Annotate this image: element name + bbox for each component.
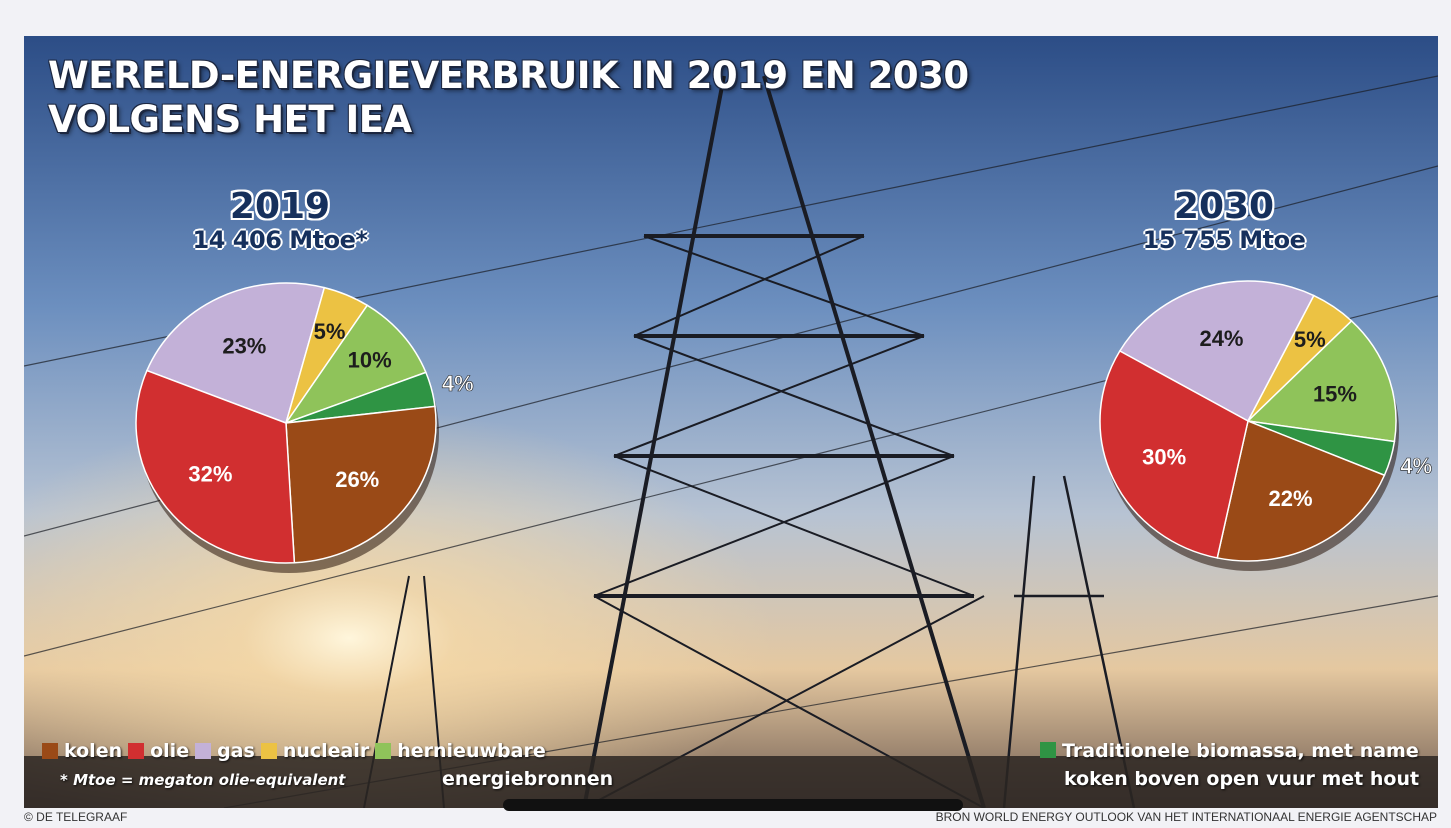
chart-title-line-1: WERELD-ENERGIEVERBRUIK IN 2019 EN 2030 (48, 54, 969, 97)
credit-right: BRON WORLD ENERGY OUTLOOK VAN HET INTERN… (935, 810, 1437, 824)
pie-2019-slice-kolen (285, 405, 437, 564)
legend-label-nucleair: nucleair (282, 740, 370, 762)
legend-swatch-nucleair (260, 743, 277, 759)
pie-2030-header: 2030 15 755 Mtoe (1124, 186, 1324, 255)
legend: kolen olie gas nucleair hernieuwbare ene… (42, 739, 1432, 799)
pie-2019-header: 2019 14 406 Mtoe* (180, 186, 380, 255)
credit-left: © DE TELEGRAAF (24, 810, 128, 824)
legend-label-biomassa-2: koken boven open vuur met hout (1064, 768, 1420, 790)
pie-2019-slice-olie (135, 369, 296, 564)
legend-item-olie: olie (128, 739, 189, 763)
pie-2030-slice-olie (1099, 349, 1249, 559)
chart-title-line-2: VOLGENS HET IEA (48, 98, 412, 141)
pie-2019-slice-gas (145, 282, 326, 424)
legend-swatch-hernieuwbare (375, 743, 392, 759)
pie-2030-label-olie: 30% (1142, 444, 1186, 469)
legend-swatch-kolen (42, 743, 58, 759)
legend-swatch-biomassa (1040, 742, 1056, 758)
pie-2030-slice-hernieuwbare (1246, 319, 1397, 443)
home-indicator-bar (503, 799, 963, 811)
pie-2030-slice-gas (1118, 280, 1315, 423)
legend-label-hernieuwbare-2: energiebronnen (442, 768, 614, 790)
legend-swatch-olie (128, 743, 145, 759)
pie-2019-subtitle: 14 406 Mtoe* (192, 226, 368, 254)
chart-title: WERELD-ENERGIEVERBRUIK IN 2019 EN 2030 V… (48, 54, 969, 142)
infographic-frame: WERELD-ENERGIEVERBRUIK IN 2019 EN 2030 V… (24, 36, 1438, 808)
pie-2030-subtitle: 15 755 Mtoe (1142, 226, 1306, 254)
legend-label-kolen: kolen (64, 740, 123, 762)
pie-2030-title: 2030 (1173, 186, 1275, 227)
pie-2019-title: 2019 (229, 186, 331, 227)
pie-2019-label-kolen: 26% (335, 467, 379, 492)
pie-2030-label-hernieuwbare: 15% (1313, 381, 1357, 406)
pie-2030-label-nucleair: 5% (1294, 327, 1326, 352)
pie-chart-2030: 24% 5% 15% 4% 22% 30% (1099, 280, 1432, 571)
pie-2019-label-biomassa: 4% (442, 371, 474, 396)
pie-chart-2019: 23% 5%10% 4% 26% 32% (135, 282, 474, 573)
legend-item-gas: gas (195, 739, 255, 763)
legend-item-kolen: kolen (42, 739, 122, 763)
pie-2030-label-gas: 24% (1199, 326, 1243, 351)
legend-label-olie: olie (150, 740, 190, 762)
footnote: * Mtoe = megaton olie-equivalent (60, 771, 346, 789)
legend-row-main: kolen olie gas nucleair hernieuwbare (42, 739, 552, 763)
legend-label-biomassa-1: Traditionele biomassa, met name (1062, 740, 1419, 762)
pie-2030-label-kolen: 22% (1268, 486, 1312, 511)
legend-swatch-gas (195, 743, 212, 759)
legend-item-hernieuwbare: hernieuwbare (375, 739, 546, 763)
pie-2019-label-gas: 23% (222, 333, 266, 358)
legend-item-nucleair: nucleair (260, 739, 370, 763)
legend-item-biomassa: Traditionele biomassa, met name (1040, 739, 1419, 763)
pie-2030-slice-kolen (1216, 419, 1386, 562)
legend-label-gas: gas (217, 740, 255, 762)
pie-2019-label-olie: 32% (188, 462, 232, 487)
pie-2030-label-biomassa: 4% (1400, 453, 1432, 478)
legend-label-hernieuwbare-1: hernieuwbare (397, 740, 546, 762)
pie-2019-label-nucleair: 5% (314, 319, 346, 344)
pie-2019-slice-hernieuwbare (284, 304, 427, 425)
pie-2019-label-hernieuwbare: 10% (348, 347, 392, 372)
